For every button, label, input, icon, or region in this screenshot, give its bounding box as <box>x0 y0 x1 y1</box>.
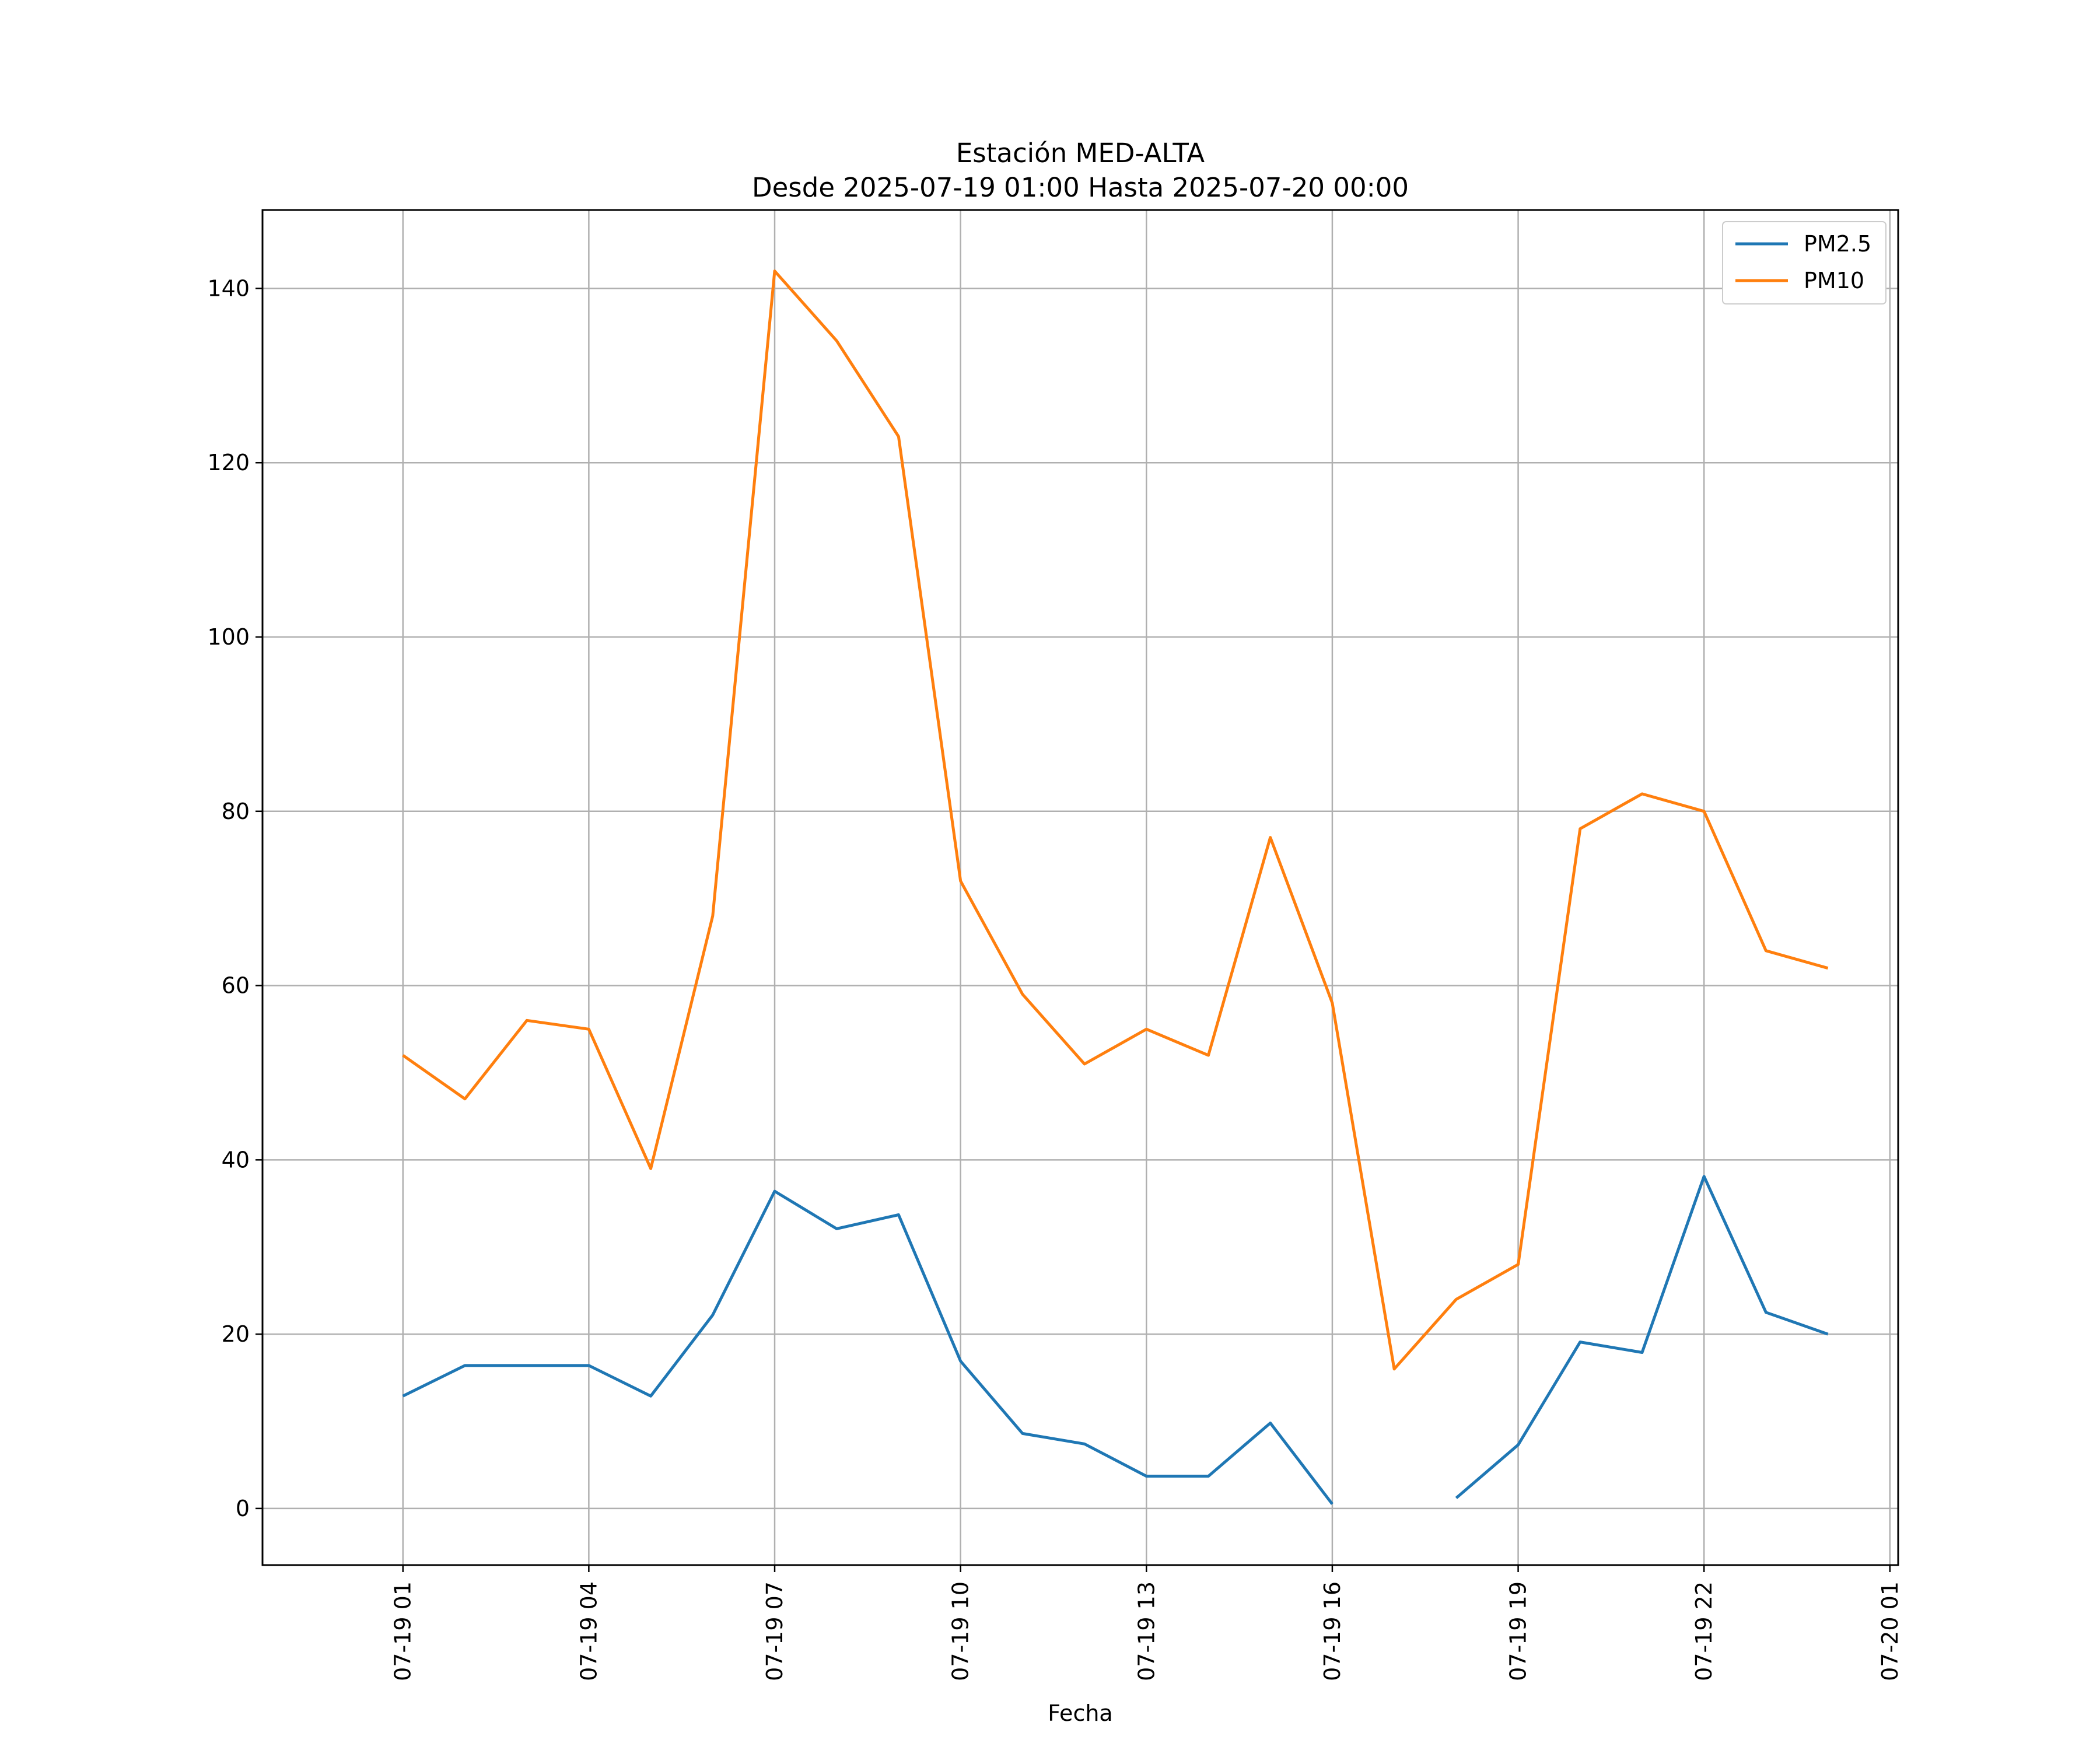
y-tick-label: 40 <box>222 1147 250 1172</box>
series-line-pm10 <box>402 270 1829 1371</box>
y-tick-label: 60 <box>222 973 250 999</box>
legend: PM2.5 PM10 <box>1722 221 1887 304</box>
y-tick-label: 120 <box>207 450 250 475</box>
x-axis-label: Fecha <box>1048 1700 1112 1726</box>
x-tick-label: 07-19 10 <box>948 1581 974 1681</box>
legend-label-pm25: PM2.5 <box>1804 231 1871 257</box>
y-tick-label: 20 <box>222 1321 250 1347</box>
y-tick-label: 0 <box>236 1496 250 1521</box>
data-lines <box>402 270 1829 1505</box>
legend-box <box>1722 221 1887 304</box>
series-line-pm25 <box>1455 1175 1829 1499</box>
y-tick-label: 140 <box>207 275 250 301</box>
x-tick-label: 07-19 13 <box>1133 1581 1159 1681</box>
plot-frame <box>261 209 1899 1566</box>
x-tick-label: 07-19 19 <box>1506 1581 1531 1681</box>
x-tick-label: 07-19 04 <box>576 1581 601 1681</box>
x-tick-label: 07-19 01 <box>390 1581 416 1681</box>
chart-subtitle: Desde 2025-07-19 01:00 Hasta 2025-07-20 … <box>752 172 1409 203</box>
ticks: 0 20 40 60 80 100 120 140 07-19 01 07-19 04 07-19 … <box>207 275 1902 1681</box>
x-tick-label: 07-19 16 <box>1320 1581 1345 1681</box>
legend-label-pm10: PM10 <box>1804 268 1864 293</box>
x-tick-label: 07-19 22 <box>1691 1581 1717 1681</box>
y-tick-label: 80 <box>222 799 250 824</box>
series-line-pm25 <box>402 1189 1334 1505</box>
chart-title: Estación MED-ALTA <box>956 138 1205 169</box>
grid <box>262 210 1898 1565</box>
y-tick-label: 100 <box>207 624 250 650</box>
x-tick-label: 07-19 07 <box>762 1581 788 1681</box>
x-tick-label: 07-20 01 <box>1877 1581 1903 1681</box>
